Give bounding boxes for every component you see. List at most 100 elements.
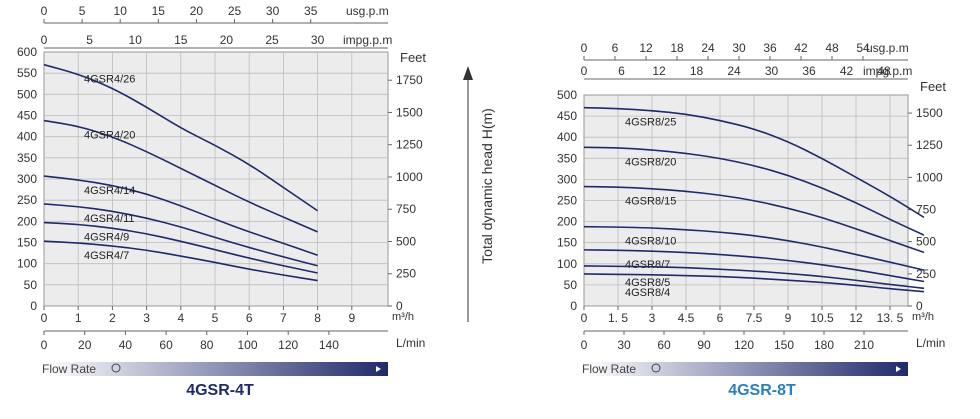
feet-axis-title: Feet [920,79,946,94]
impg-tick-label: 42 [840,64,854,78]
usg-tick-label: 24 [701,41,715,55]
y-tick-label: 0 [30,299,37,313]
usg-tick-label: 54 [856,41,870,55]
usg-tick-label: 18 [670,41,684,55]
y-tick-label: 50 [564,278,578,292]
y-tick-label: 350 [557,151,577,165]
x-tick-label: 7.5 [746,311,763,325]
usg-tick-label: 0 [41,4,48,18]
series-label: 4GSR8/15 [625,196,676,208]
x-tick-label: 3 [143,311,150,325]
series-label: 4GSR8/4 [625,287,670,299]
x-tick-label: 7 [280,311,287,325]
series-label: 4GSR4/20 [84,130,135,142]
series-label: 4GSR8/5 [625,277,670,289]
usg-tick-label: 12 [639,41,653,55]
feet-tick-label: 1250 [396,138,423,152]
arrow-right-icon [896,366,901,372]
usg-tick-label: 10 [114,4,128,18]
series-label: 4GSR8/10 [625,236,676,248]
series-curve-4gsr8-7 [583,249,925,283]
series-label: 4GSR4/9 [84,232,129,244]
x-tick-label: 4.5 [678,311,695,325]
series-curve-4gsr8-15 [583,185,925,254]
series-curve-4gsr4-7 [43,240,318,282]
series-label: 4GSR4/26 [84,74,135,86]
lmin-axis-unit: L/min [396,336,425,350]
x-tick-label: 3 [649,311,656,325]
impg-tick-label: 6 [618,64,625,78]
series-label: 4GSR8/25 [625,117,676,129]
usg-tick-label: 25 [228,4,242,18]
lmin-tick-label: 100 [237,338,257,352]
lmin-tick-label: 30 [617,338,631,352]
usg-tick-label: 30 [732,41,746,55]
x-tick-label: 2 [109,311,116,325]
feet-tick-label: 1000 [396,170,423,184]
x-tick-label: 1 [75,311,82,325]
y-tick-label: 200 [557,215,577,229]
x-tick-label: 8 [314,311,321,325]
series-curve-4gsr4-9 [43,221,318,274]
y-tick-label: 150 [557,236,577,250]
series-curve-4gsr8-5 [583,265,925,290]
y-tick-label: 600 [17,45,37,59]
usg-axis-unit: usg.p.m [346,4,389,18]
x-tick-label: 12 [849,311,863,325]
impg-tick-label: 25 [265,33,279,47]
x-tick-label: 6 [246,311,253,325]
impg-axis-unit: impg.p.m [863,64,912,78]
y-tick-label: 50 [24,278,38,292]
x-tick-label: 4 [177,311,184,325]
y-tick-label: 300 [17,172,37,186]
feet-tick-label: 1500 [396,105,423,119]
x-tick-label: 9 [785,311,792,325]
lmin-tick-label: 0 [581,338,588,352]
feet-tick-label: 500 [396,234,416,248]
x-axis-unit: m³/h [912,311,934,323]
arrow-right-icon [376,366,381,372]
center-axis-label: Total dynamic head H(m) [479,108,495,264]
lmin-axis-unit: L/min [916,336,945,350]
lmin-tick-label: 210 [854,338,874,352]
chart-title: 4GSR-8T [728,382,796,399]
lmin-tick-label: 180 [814,338,834,352]
series-label: 4GSR4/7 [84,250,129,262]
impg-axis-unit: impg.p.m [343,33,392,47]
impg-tick-label: 48 [877,64,891,78]
usg-axis-unit: usg.p.m [866,41,909,55]
feet-tick-label: 250 [916,267,936,281]
impg-tick-label: 30 [765,64,779,78]
y-tick-label: 450 [557,109,577,123]
flow-rate-gradient-bar [584,362,908,376]
lmin-tick-label: 40 [119,338,133,352]
x-tick-label: 0 [581,311,588,325]
y-tick-label: 350 [17,151,37,165]
series-label: 4GSR8/7 [625,259,670,271]
feet-tick-label: 500 [916,235,936,249]
impg-tick-label: 12 [652,64,666,78]
impg-tick-label: 24 [727,64,741,78]
y-tick-label: 250 [17,193,37,207]
impg-tick-label: 0 [41,33,48,47]
usg-tick-label: 36 [763,41,777,55]
series-curve-4gsr8-20 [583,146,925,236]
x-tick-label: 9 [348,311,355,325]
flow-icon [111,363,121,373]
y-tick-label: 450 [17,109,37,123]
x-tick-label: 5 [212,311,219,325]
y-tick-label: 550 [17,66,37,80]
y-tick-label: 250 [557,194,577,208]
feet-tick-label: 1500 [916,106,943,120]
x-tick-label: 0 [41,311,48,325]
feet-tick-label: 750 [396,202,416,216]
series-curve-4gsr4-14 [43,175,318,256]
flow-icon [651,363,661,373]
impg-tick-label: 30 [311,33,325,47]
lmin-tick-label: 150 [774,338,794,352]
feet-tick-label: 250 [396,267,416,281]
usg-tick-label: 35 [304,4,318,18]
